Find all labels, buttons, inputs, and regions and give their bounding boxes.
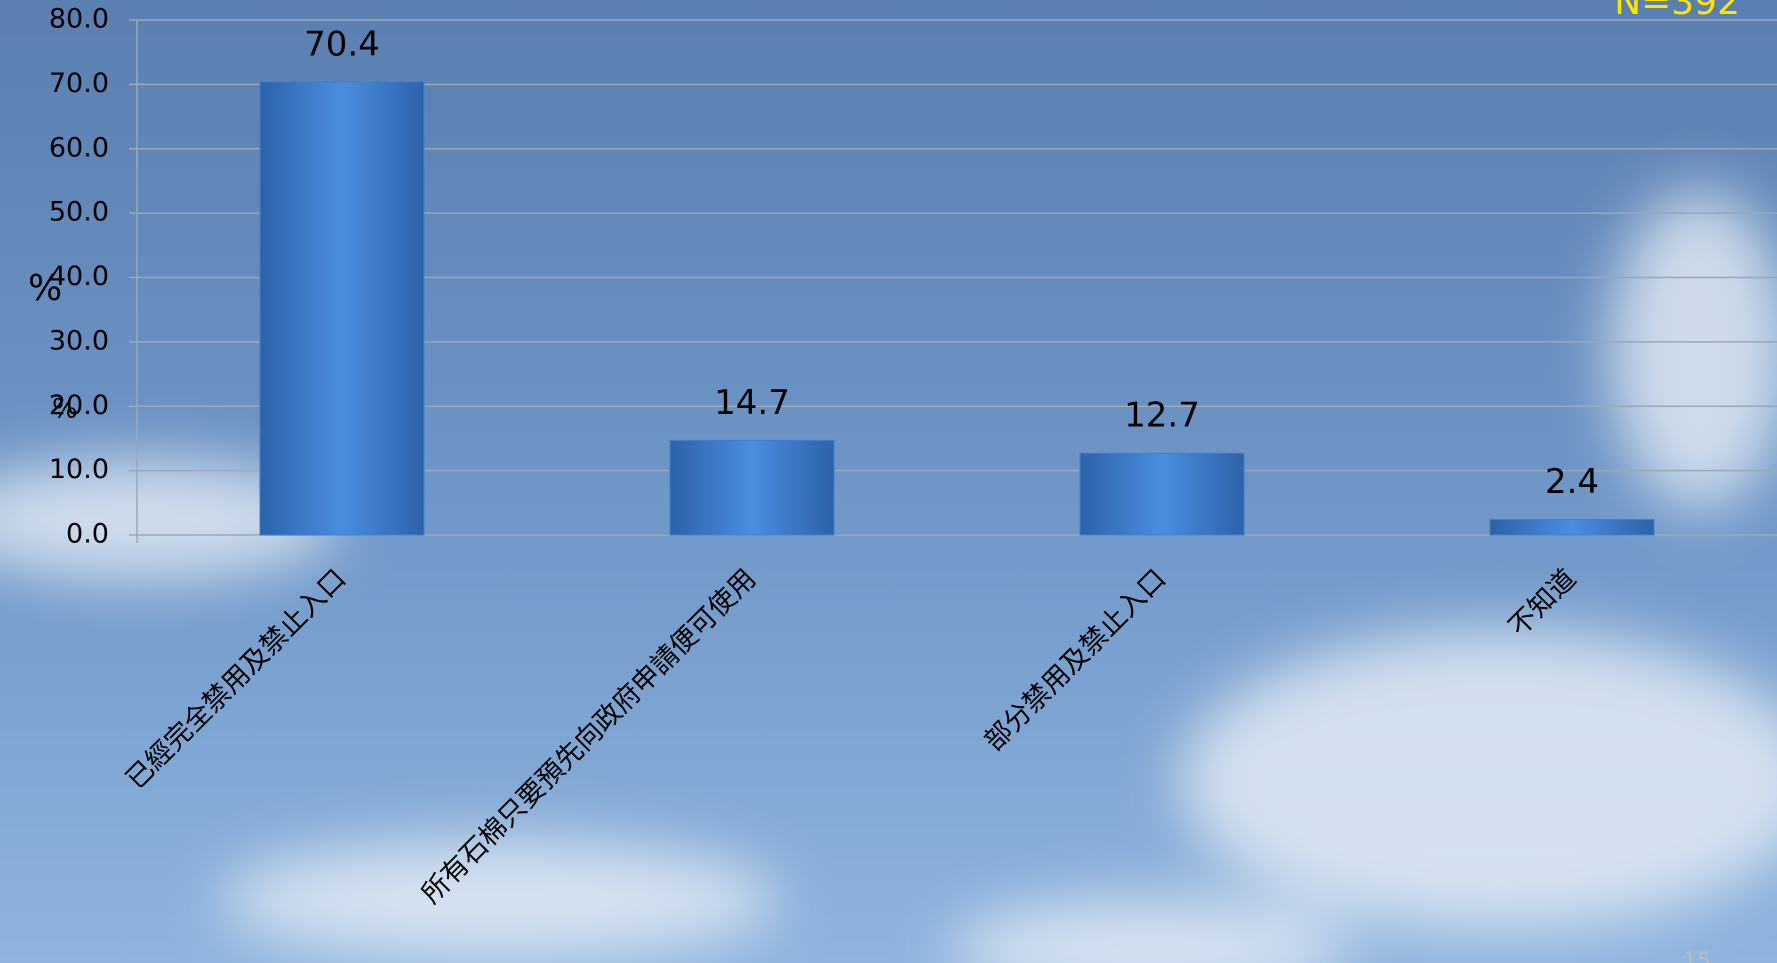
- bar: [1489, 519, 1655, 536]
- y-tick-label: 80.0: [49, 4, 109, 35]
- bar: [669, 439, 835, 536]
- page-number: 15: [1683, 949, 1711, 963]
- y-tick-label: 10.0: [49, 454, 109, 485]
- y-tick-label: 60.0: [49, 132, 109, 163]
- value-label: 2.4: [1545, 462, 1599, 502]
- y-axis-label: %: [28, 268, 62, 309]
- y-tick-label: 50.0: [49, 197, 109, 228]
- value-label: 14.7: [714, 383, 790, 423]
- y-tick-label: 0.0: [66, 519, 109, 550]
- bar: [1079, 452, 1245, 536]
- y-tick-label: 30.0: [49, 325, 109, 356]
- y-tick-label: 70.0: [49, 68, 109, 99]
- y-tick-label: 20.0: [49, 390, 109, 421]
- clouds: [0, 190, 1777, 963]
- y-axis-label: %: [52, 394, 78, 425]
- value-label: 70.4: [304, 24, 380, 64]
- bar: [259, 81, 425, 536]
- y-tick-label: 40.0: [49, 261, 109, 292]
- annotation: N=392: [1614, 0, 1740, 23]
- value-label: 12.7: [1124, 396, 1200, 436]
